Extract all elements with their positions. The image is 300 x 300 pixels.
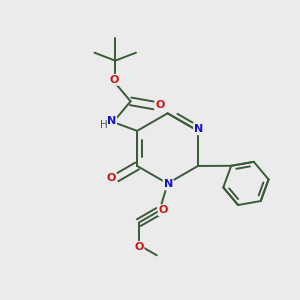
- Text: O: O: [109, 75, 119, 85]
- Text: N: N: [194, 124, 203, 134]
- Text: O: O: [134, 242, 143, 252]
- Text: O: O: [106, 173, 116, 183]
- Text: O: O: [155, 100, 165, 110]
- Text: O: O: [159, 205, 168, 215]
- Text: N: N: [107, 116, 116, 126]
- Text: H: H: [100, 120, 108, 130]
- Text: N: N: [164, 179, 173, 190]
